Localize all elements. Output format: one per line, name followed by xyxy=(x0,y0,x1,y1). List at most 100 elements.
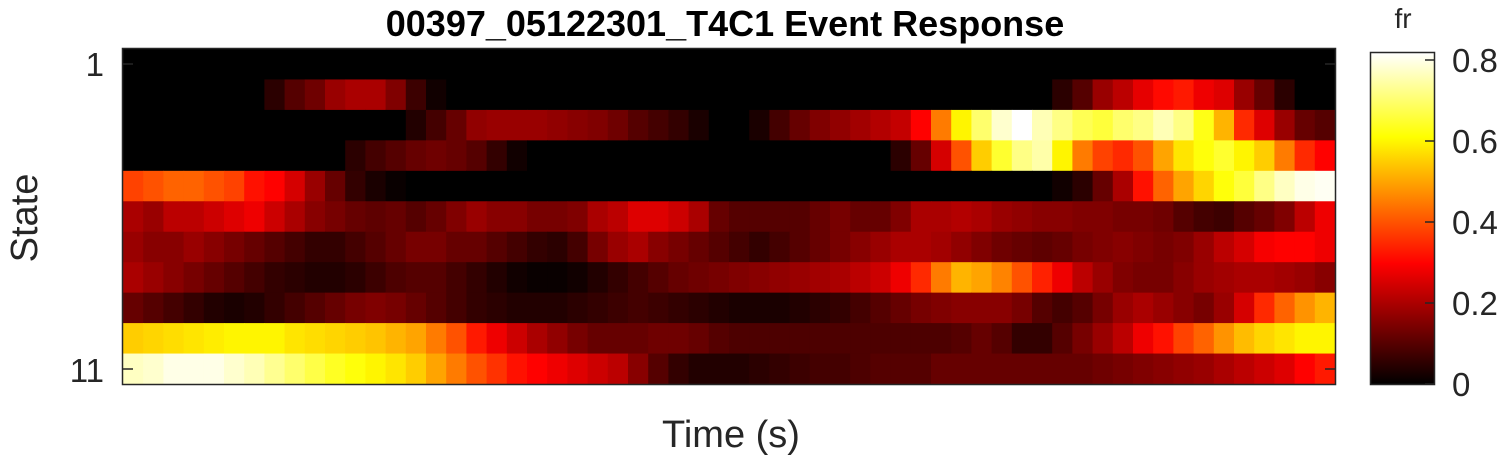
heatmap-cell-r1-c45 xyxy=(1011,49,1033,81)
heatmap-cell-r11-c35 xyxy=(809,353,831,385)
heatmap-cell-r7-c16 xyxy=(426,231,447,263)
heatmap-cell-r7-c26 xyxy=(628,231,649,263)
colorbar-tick-label-02: 0.2 xyxy=(1452,285,1498,322)
heatmap-cell-r9-c32 xyxy=(749,292,770,324)
heatmap-cell-r11-c36 xyxy=(830,353,851,385)
heatmap-cell-r10-c33 xyxy=(769,323,791,355)
heatmap-cell-r7-c8 xyxy=(264,231,286,263)
heatmap-cell-r8-c55 xyxy=(1213,262,1235,294)
heatmap-cell-r4-c20 xyxy=(506,140,528,172)
heatmap-cell-r8-c60 xyxy=(1314,262,1336,294)
heatmap-cell-r4-c1 xyxy=(123,140,144,172)
heatmap-cell-r8-c20 xyxy=(506,262,528,294)
heatmap-cell-r5-c27 xyxy=(648,170,669,202)
heatmap-cell-r9-c1 xyxy=(123,292,144,324)
heatmap-cell-r6-c8 xyxy=(264,201,286,233)
heatmap-cell-r5-c45 xyxy=(1011,170,1033,202)
heatmap-cell-r7-c37 xyxy=(850,231,871,263)
heatmap-cell-r7-c1 xyxy=(123,231,144,263)
heatmap-cell-r1-c40 xyxy=(910,49,932,81)
heatmap-cell-r10-c54 xyxy=(1193,323,1215,355)
heatmap-cell-r3-c31 xyxy=(729,109,750,141)
heatmap-cell-r10-c36 xyxy=(830,323,851,355)
heatmap-cell-r9-c25 xyxy=(607,292,629,324)
heatmap-cell-r6-c28 xyxy=(668,201,690,233)
heatmap-cell-r4-c45 xyxy=(1011,140,1033,172)
heatmap-cell-r1-c53 xyxy=(1173,49,1195,81)
heatmap-cell-r9-c54 xyxy=(1193,292,1215,324)
heatmap-cell-r4-c30 xyxy=(708,140,730,172)
heatmap-cell-r6-c36 xyxy=(830,201,851,233)
heatmap-cell-r6-c57 xyxy=(1254,201,1275,233)
colorbar-tick-label-06: 0.6 xyxy=(1452,123,1498,160)
heatmap-cell-r9-c3 xyxy=(163,292,185,324)
heatmap-cell-r5-c2 xyxy=(143,170,164,202)
heatmap-cell-r1-c8 xyxy=(264,49,286,81)
heatmap-cell-r10-c26 xyxy=(628,323,649,355)
heatmap-cell-r10-c39 xyxy=(890,323,912,355)
heatmap-cell-r8-c47 xyxy=(1052,262,1073,294)
heatmap-cell-r3-c43 xyxy=(971,109,993,141)
heatmap-cell-r2-c3 xyxy=(163,79,185,111)
heatmap-cell-r6-c18 xyxy=(466,201,488,233)
colorbar-tick-label-0: 0 xyxy=(1452,366,1470,403)
heatmap-cell-r8-c13 xyxy=(365,262,387,294)
heatmap-cell-r10-c27 xyxy=(648,323,669,355)
heatmap-cell-r4-c16 xyxy=(426,140,447,172)
heatmap-cell-r6-c47 xyxy=(1052,201,1073,233)
heatmap-cell-r5-c24 xyxy=(587,170,609,202)
heatmap-cell-r7-c32 xyxy=(749,231,770,263)
heatmap-cell-r9-c59 xyxy=(1294,292,1316,324)
heatmap-cell-r11-c53 xyxy=(1173,353,1195,385)
heatmap-cell-r11-c59 xyxy=(1294,353,1316,385)
heatmap-cell-r4-c51 xyxy=(1133,140,1154,172)
heatmap-cell-r11-c21 xyxy=(527,353,548,385)
heatmap-cell-r8-c43 xyxy=(971,262,993,294)
heatmap-cell-r10-c8 xyxy=(264,323,286,355)
heatmap-cell-r9-c56 xyxy=(1234,292,1255,324)
heatmap-cell-r1-c13 xyxy=(365,49,387,81)
heatmap-cell-r2-c35 xyxy=(809,79,831,111)
heatmap-cell-r9-c44 xyxy=(991,292,1013,324)
heatmap-cell-r6-c31 xyxy=(729,201,750,233)
heatmap-cell-r9-c34 xyxy=(789,292,811,324)
heatmap-cell-r7-c46 xyxy=(1032,231,1053,263)
heatmap-cell-r9-c57 xyxy=(1254,292,1275,324)
heatmap-cell-r3-c5 xyxy=(203,109,225,141)
heatmap-cell-r11-c13 xyxy=(365,353,387,385)
heatmap-cell-r2-c52 xyxy=(1153,79,1174,111)
heatmap-cell-r3-c46 xyxy=(1032,109,1053,141)
heatmap-cell-r2-c29 xyxy=(688,79,710,111)
heatmap-cell-r1-c49 xyxy=(1092,49,1114,81)
heatmap-cell-r8-c50 xyxy=(1112,262,1134,294)
heatmap-cell-r5-c26 xyxy=(628,170,649,202)
heatmap-cell-r2-c57 xyxy=(1254,79,1275,111)
heatmap-cell-r11-c37 xyxy=(850,353,871,385)
heatmap-cell-r7-c31 xyxy=(729,231,750,263)
heatmap-cell-r1-c22 xyxy=(547,49,568,81)
heatmap-cell-r9-c42 xyxy=(951,292,972,324)
heatmap-cell-r2-c16 xyxy=(426,79,447,111)
heatmap-cell-r8-c14 xyxy=(385,262,407,294)
heatmap-cell-r10-c20 xyxy=(506,323,528,355)
heatmap-cell-r7-c42 xyxy=(951,231,972,263)
heatmap-cell-r5-c51 xyxy=(1133,170,1154,202)
heatmap-cell-r10-c40 xyxy=(910,323,932,355)
heatmap-cell-r4-c43 xyxy=(971,140,993,172)
heatmap-cell-r4-c28 xyxy=(668,140,690,172)
heatmap-cell-r10-c32 xyxy=(749,323,770,355)
heatmap-cell-r8-c32 xyxy=(749,262,770,294)
heatmap-cell-r11-c18 xyxy=(466,353,488,385)
heatmap-cell-r11-c23 xyxy=(567,353,589,385)
heatmap-cell-r5-c18 xyxy=(466,170,488,202)
heatmap-cell-r11-c28 xyxy=(668,353,690,385)
heatmap-cell-r1-c3 xyxy=(163,49,185,81)
heatmap-cell-r11-c17 xyxy=(446,353,467,385)
heatmap-cell-r7-c36 xyxy=(830,231,851,263)
heatmap-cell-r4-c39 xyxy=(890,140,912,172)
heatmap-cell-r2-c18 xyxy=(466,79,488,111)
heatmap-cell-r8-c52 xyxy=(1153,262,1174,294)
heatmap-cell-r5-c17 xyxy=(446,170,467,202)
heatmap-cell-r9-c48 xyxy=(1072,292,1094,324)
heatmap-cell-r9-c51 xyxy=(1133,292,1154,324)
